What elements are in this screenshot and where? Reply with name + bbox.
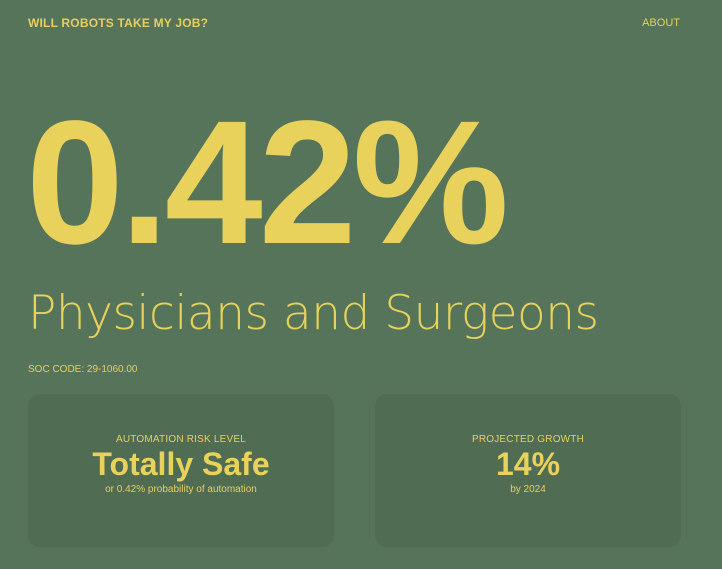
about-link[interactable]: ABOUT: [642, 17, 680, 29]
growth-value: 14%: [495, 446, 561, 482]
soc-code: SOC CODE: 29-1060.00: [28, 364, 138, 375]
growth-label: PROJECTED GROWTH: [471, 434, 585, 445]
risk-subtext: or 0.42% probability of automation: [105, 484, 257, 496]
projected-growth-card: PROJECTED GROWTH 14% by 2024: [375, 394, 681, 547]
occupation-title: Physicians and Surgeons: [28, 286, 599, 341]
growth-subtext: by 2024: [510, 484, 546, 496]
site-title-link[interactable]: WILL ROBOTS TAKE MY JOB?: [28, 16, 209, 30]
automation-risk-card: AUTOMATION RISK LEVEL Totally Safe or 0.…: [28, 394, 334, 547]
risk-value: Totally Safe: [92, 446, 270, 482]
risk-label: AUTOMATION RISK LEVEL: [116, 434, 246, 445]
automation-probability: 0.42%: [26, 85, 509, 281]
top-navigation: WILL ROBOTS TAKE MY JOB? ABOUT: [28, 14, 680, 32]
